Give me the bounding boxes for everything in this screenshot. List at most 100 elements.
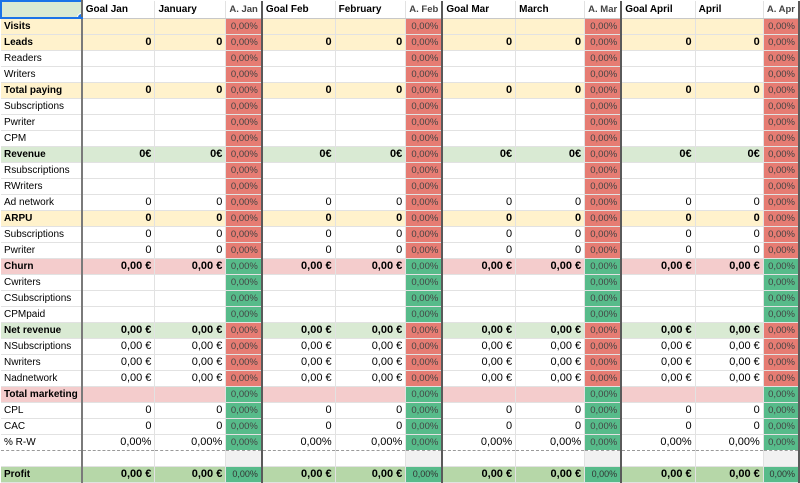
actual-cell[interactable] [335, 274, 407, 291]
actual-cell[interactable] [515, 66, 586, 83]
goal-cell[interactable]: 0,00% [621, 434, 696, 451]
goal-cell[interactable]: 0,00 € [81, 466, 156, 483]
goal-cell[interactable]: 0 [442, 34, 517, 51]
goal-cell[interactable]: 0 [621, 226, 696, 243]
actual-cell[interactable] [695, 306, 764, 323]
column-header-goal-mar[interactable]: Goal Mar [442, 1, 517, 19]
actual-cell[interactable]: 0 [515, 82, 586, 99]
goal-cell[interactable]: 0 [81, 226, 156, 243]
achievement-cell[interactable]: 0,00% [584, 386, 623, 403]
achievement-cell[interactable]: 0,00% [763, 18, 800, 35]
goal-cell[interactable]: 0 [81, 242, 156, 259]
actual-cell[interactable]: 0 [695, 82, 764, 99]
goal-cell[interactable] [621, 18, 696, 35]
achievement-cell[interactable]: 0,00% [225, 194, 263, 211]
goal-cell[interactable] [81, 50, 156, 67]
actual-cell[interactable] [515, 162, 586, 179]
achievement-cell[interactable]: 0,00% [405, 18, 444, 35]
row-label-cell[interactable]: CPM [1, 130, 83, 147]
actual-cell[interactable] [515, 50, 586, 67]
achievement-cell[interactable]: 0,00% [584, 434, 623, 451]
actual-cell[interactable]: 0,00 € [154, 354, 227, 371]
row-label-cell[interactable]: Revenue [1, 146, 83, 163]
goal-cell[interactable] [621, 290, 696, 307]
actual-cell[interactable]: 0 [695, 194, 764, 211]
achievement-cell[interactable]: 0,00% [763, 226, 800, 243]
achievement-cell[interactable]: 0,00% [763, 402, 800, 419]
goal-cell[interactable] [81, 306, 156, 323]
achievement-cell[interactable]: 0,00% [763, 274, 800, 291]
goal-cell[interactable]: 0 [261, 210, 336, 227]
goal-cell[interactable] [261, 274, 336, 291]
goal-cell[interactable] [81, 130, 156, 147]
row-label-cell[interactable] [1, 450, 83, 467]
goal-cell[interactable]: 0 [261, 82, 336, 99]
goal-cell[interactable] [442, 450, 517, 467]
actual-cell[interactable] [515, 450, 586, 467]
actual-cell[interactable]: 0 [335, 82, 407, 99]
goal-cell[interactable] [442, 162, 517, 179]
achievement-cell[interactable]: 0,00% [225, 274, 263, 291]
row-label-cell[interactable]: CAC [1, 418, 83, 435]
actual-cell[interactable] [695, 162, 764, 179]
actual-cell[interactable] [695, 178, 764, 195]
achievement-cell[interactable]: 0,00% [763, 306, 800, 323]
row-label-cell[interactable]: Rsubscriptions [1, 162, 83, 179]
actual-cell[interactable]: 0 [154, 242, 227, 259]
achievement-cell[interactable]: 0,00% [584, 258, 623, 275]
actual-cell[interactable]: 0,00 € [335, 466, 407, 483]
actual-cell[interactable]: 0 [695, 226, 764, 243]
goal-cell[interactable] [81, 98, 156, 115]
actual-cell[interactable]: 0 [154, 210, 227, 227]
goal-cell[interactable]: 0,00 € [621, 258, 696, 275]
goal-cell[interactable]: 0,00 € [261, 354, 336, 371]
achievement-cell[interactable]: 0,00% [225, 258, 263, 275]
actual-cell[interactable] [335, 178, 407, 195]
achievement-cell[interactable]: 0,00% [225, 434, 263, 451]
row-label-cell[interactable]: Ad network [1, 194, 83, 211]
achievement-cell[interactable] [584, 450, 623, 467]
goal-cell[interactable] [621, 386, 696, 403]
goal-cell[interactable] [81, 114, 156, 131]
goal-cell[interactable] [261, 66, 336, 83]
column-header-april[interactable]: April [695, 1, 764, 19]
goal-cell[interactable]: 0 [81, 210, 156, 227]
goal-cell[interactable]: 0 [81, 34, 156, 51]
actual-cell[interactable]: 0,00 € [154, 258, 227, 275]
column-header-january[interactable]: January [154, 1, 227, 19]
actual-cell[interactable]: 0,00 € [335, 338, 407, 355]
achievement-cell[interactable]: 0,00% [225, 226, 263, 243]
achievement-cell[interactable]: 0,00% [405, 226, 444, 243]
actual-cell[interactable] [695, 290, 764, 307]
actual-cell[interactable]: 0€ [515, 146, 586, 163]
goal-cell[interactable]: 0 [442, 194, 517, 211]
goal-cell[interactable] [261, 98, 336, 115]
row-label-cell[interactable]: Nwriters [1, 354, 83, 371]
row-label-cell[interactable]: Pwriter [1, 242, 83, 259]
achievement-cell[interactable]: 0,00% [763, 322, 800, 339]
goal-cell[interactable]: 0,00 € [442, 354, 517, 371]
goal-cell[interactable]: 0,00 € [442, 322, 517, 339]
goal-cell[interactable] [621, 66, 696, 83]
row-label-cell[interactable]: RWriters [1, 178, 83, 195]
goal-cell[interactable] [442, 290, 517, 307]
actual-cell[interactable]: 0 [695, 34, 764, 51]
achievement-cell[interactable]: 0,00% [584, 114, 623, 131]
goal-cell[interactable]: 0 [621, 194, 696, 211]
achievement-cell[interactable]: 0,00% [763, 194, 800, 211]
achievement-cell[interactable]: 0,00% [763, 418, 800, 435]
goal-cell[interactable] [81, 386, 156, 403]
actual-cell[interactable]: 0,00 € [695, 370, 764, 387]
fill-handle[interactable] [76, 13, 80, 16]
actual-cell[interactable]: 0 [154, 418, 227, 435]
achievement-cell[interactable]: 0,00% [405, 50, 444, 67]
goal-cell[interactable] [81, 18, 156, 35]
actual-cell[interactable]: 0 [515, 194, 586, 211]
actual-cell[interactable] [335, 18, 407, 35]
achievement-cell[interactable]: 0,00% [763, 466, 800, 483]
achievement-cell[interactable]: 0,00% [405, 258, 444, 275]
column-header-a-mar[interactable]: A. Mar [584, 1, 623, 19]
actual-cell[interactable] [154, 98, 227, 115]
actual-cell[interactable]: 0,00 € [515, 466, 586, 483]
actual-cell[interactable]: 0€ [695, 146, 764, 163]
